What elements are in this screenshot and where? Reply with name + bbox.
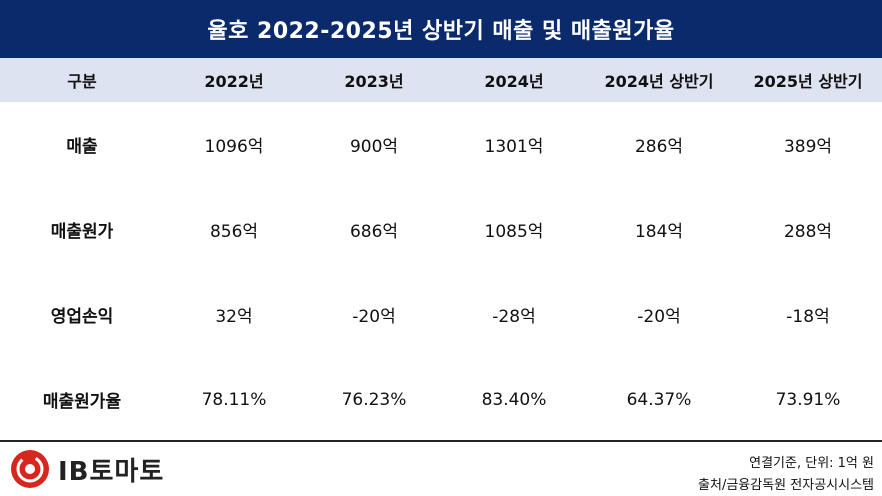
column-header: 2025년 상반기 [753, 72, 863, 91]
data-table: 구분 2022년 2023년 2024년 2024년 상반기 2025년 상반기 매출 10… [0, 58, 882, 442]
table-cell: 1085억 [484, 222, 544, 242]
footer-divider [0, 440, 882, 442]
table-cell: -20억 [637, 307, 681, 327]
table-cell: 389억 [783, 137, 833, 157]
row-label: 매출 [66, 137, 98, 157]
table-cell: 83.40% [481, 389, 547, 410]
table-cell: 288억 [783, 222, 833, 242]
table-cell: 686억 [349, 222, 399, 242]
row-label: 매출원가율 [42, 392, 122, 412]
column-header: 2023년 [344, 72, 404, 91]
unit-note: 연결기준, 단위: 1억 원 [749, 456, 874, 471]
table-cell: 64.37% [626, 389, 692, 410]
source-note: 출처/금융감독원 전자공시시스템 [698, 478, 874, 493]
column-header: 2022년 [204, 72, 264, 91]
table-row: 매출원가 856억 686억 1085억 184억 288억 [0, 187, 882, 272]
table-cell: 78.11% [201, 389, 267, 410]
table-row: 영업손익 32억 -20억 -28억 -20억 -18억 [0, 272, 882, 357]
table-cell: -20억 [352, 307, 396, 327]
table-cell: 900억 [349, 137, 399, 157]
table-cell: 856억 [209, 222, 259, 242]
table-cell: 1096억 [204, 137, 264, 157]
table-row: 매출원가율 78.11% 76.23% 83.40% 64.37% 73.91% [0, 357, 882, 442]
table-row: 매출 1096억 900억 1301억 286억 389억 [0, 102, 882, 187]
column-header: 2024년 상반기 [604, 72, 714, 91]
table-cell: 76.23% [341, 389, 407, 410]
table-cell: 32억 [215, 307, 253, 327]
ib-tomato-logo-icon [11, 450, 49, 488]
column-header: 2024년 [484, 72, 544, 91]
data-table-container: 구분 2022년 2023년 2024년 2024년 상반기 2025년 상반기 매출 10… [0, 58, 882, 442]
row-label: 영업손익 [50, 307, 114, 327]
table-cell: 184억 [634, 222, 684, 242]
ib-tomato-logo: IB토마토 [10, 449, 164, 489]
row-label: 매출원가 [50, 222, 114, 242]
table-title: 율호 2022-2025년 상반기 매출 및 매출원가율 [0, 0, 882, 58]
table-header-row: 구분 2022년 2023년 2024년 2024년 상반기 2025년 상반기 [0, 58, 882, 102]
table-cell: 73.91% [775, 389, 841, 410]
column-header-label: 구분 [67, 72, 97, 91]
table-cell: 1301억 [484, 137, 544, 157]
table-cell: 286억 [634, 137, 684, 157]
logo-text: IB토마토 [58, 456, 165, 487]
table-cell: -18억 [786, 307, 830, 327]
table-cell: -28억 [492, 307, 536, 327]
